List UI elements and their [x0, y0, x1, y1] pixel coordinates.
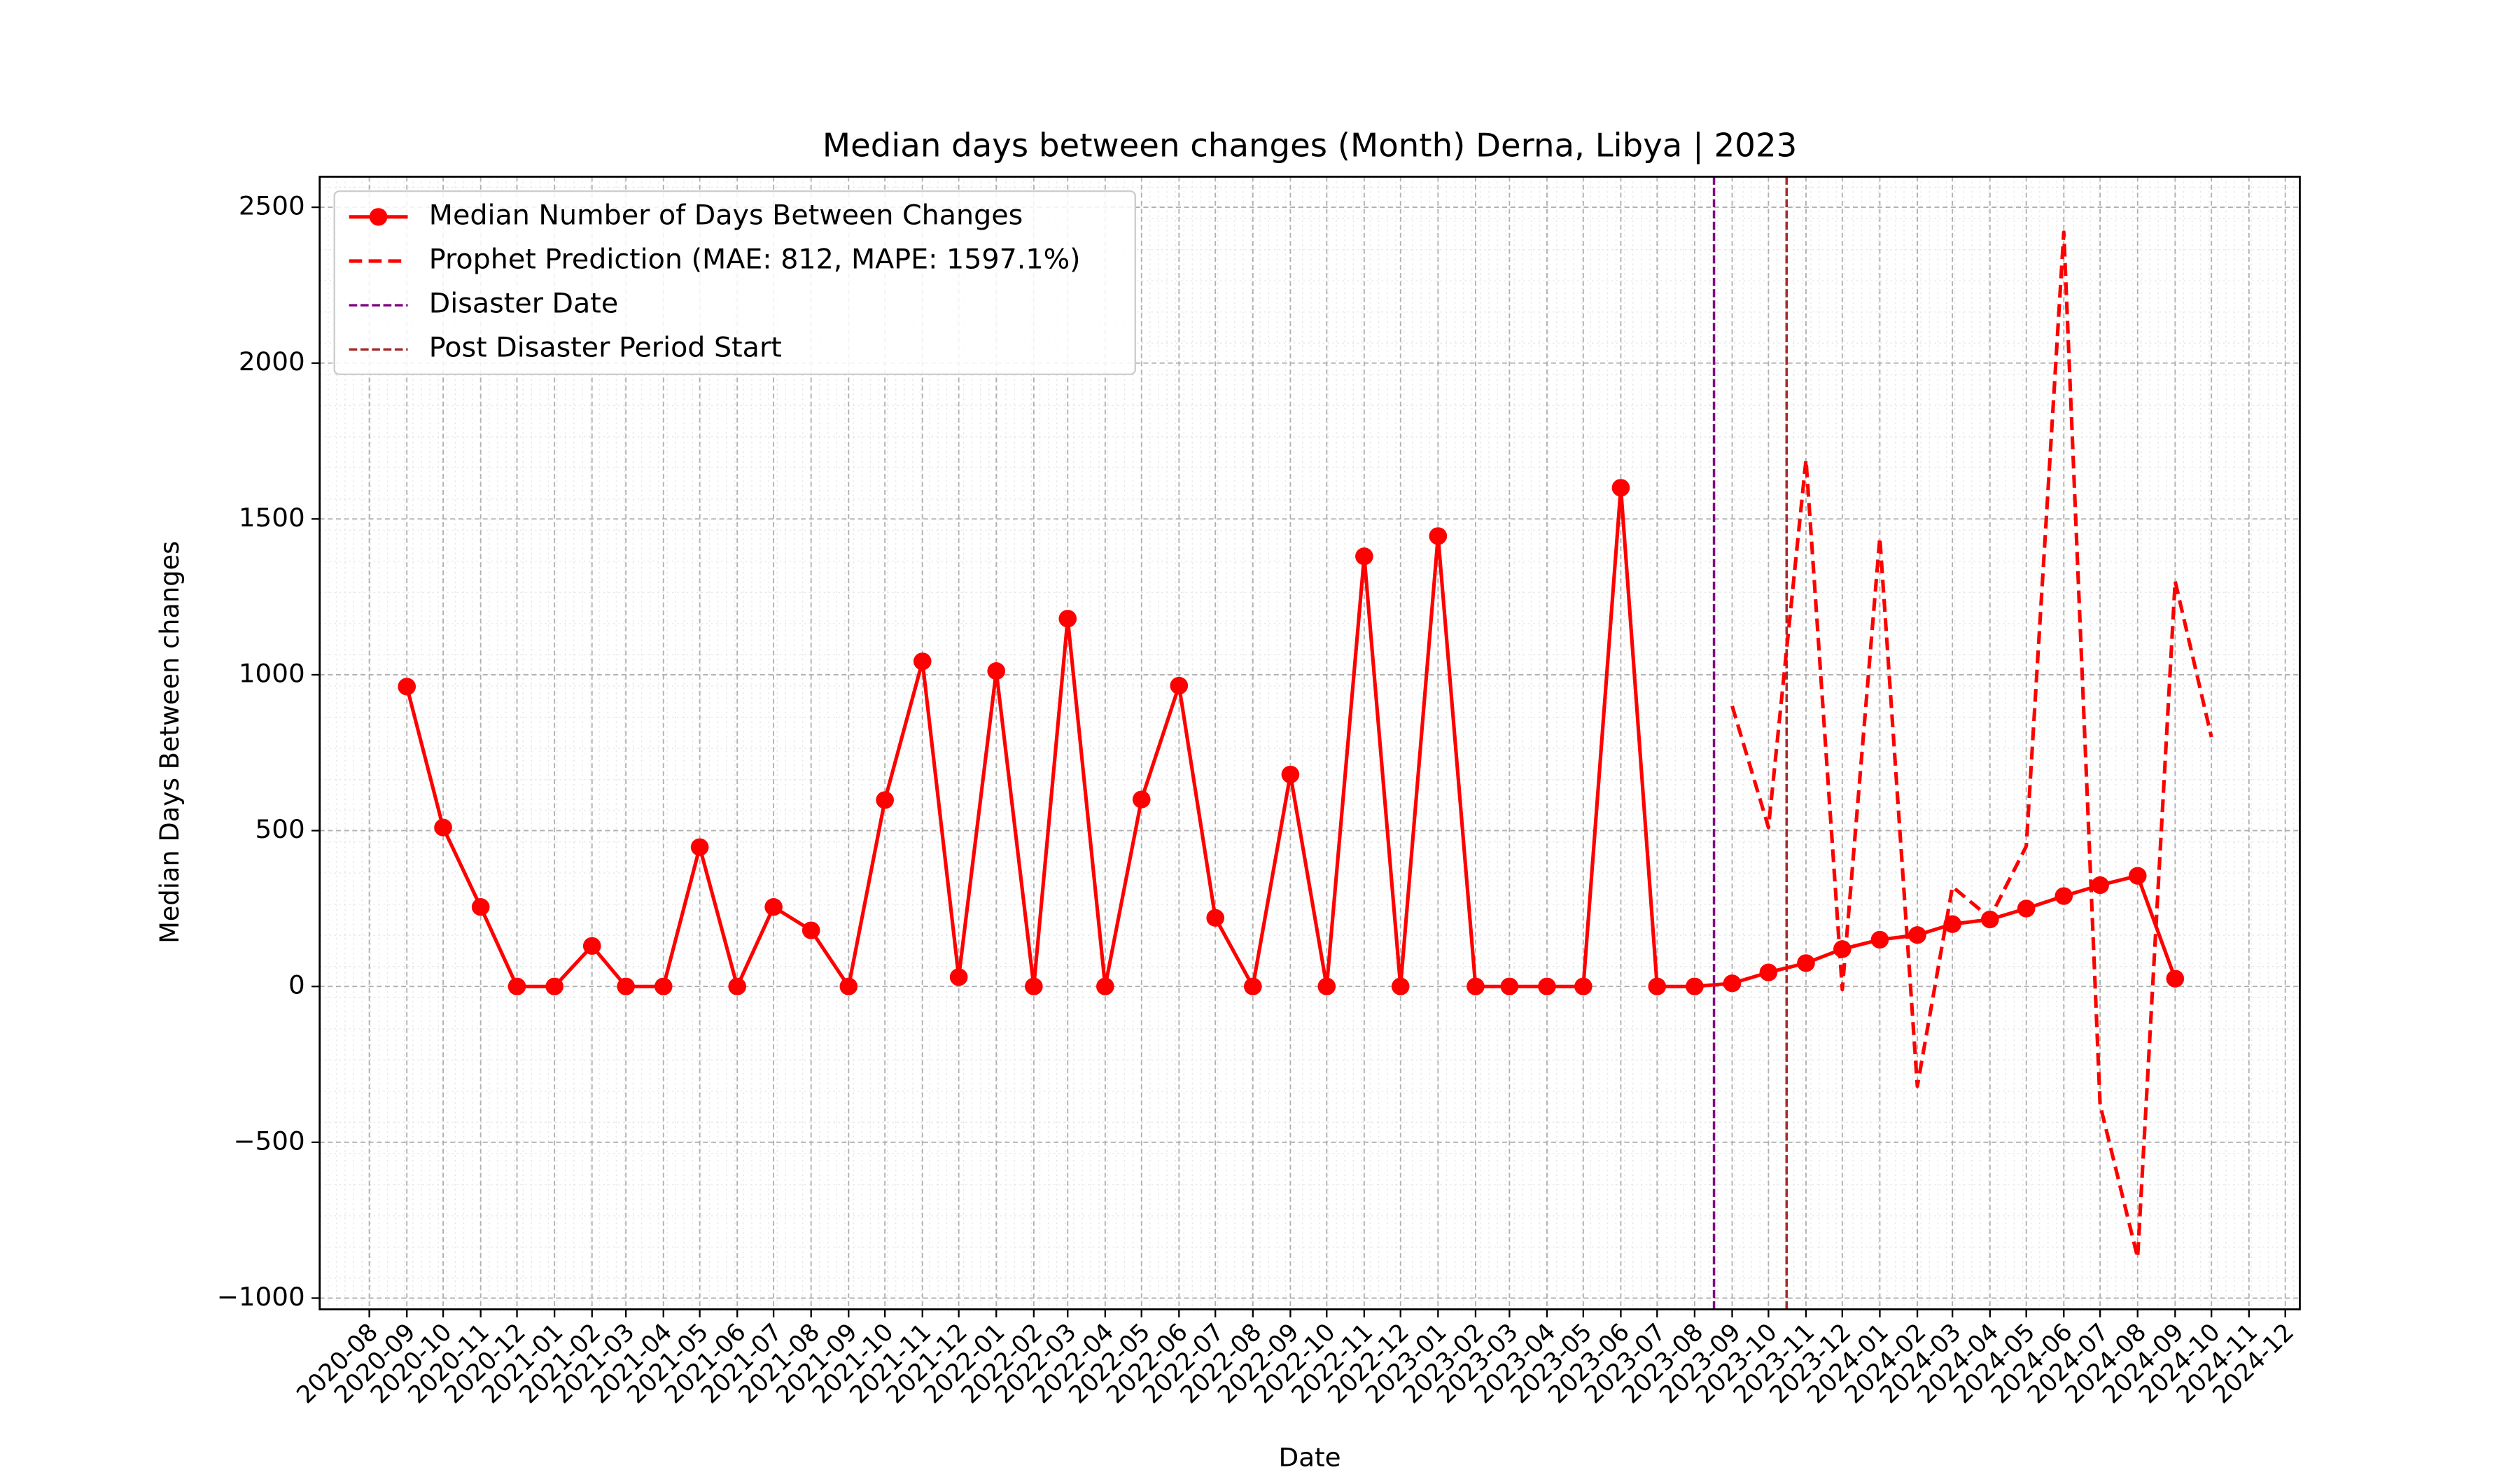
y-tick-label: 0 [288, 970, 305, 1000]
data-point [690, 838, 709, 856]
legend-box [333, 190, 1136, 375]
legend: Median Number of Days Between Changes Pro… [333, 190, 1136, 375]
data-point [1355, 547, 1373, 566]
data-point [434, 818, 452, 836]
y-tick-label: 2000 [239, 346, 305, 377]
chart-title: Median days between changes (Month) Dern… [822, 127, 1797, 165]
y-tick-label: 1000 [239, 659, 305, 689]
data-point [1281, 765, 1300, 784]
data-point [1686, 977, 1704, 995]
data-point [1025, 977, 1043, 995]
data-point [1574, 977, 1592, 995]
data-point [1466, 977, 1485, 995]
data-point [1759, 963, 1778, 981]
data-point [1538, 977, 1556, 995]
data-point [1132, 790, 1151, 808]
data-point [1206, 909, 1225, 927]
data-point [398, 678, 416, 696]
y-tick-label: 1500 [239, 503, 305, 533]
legend-label: Prophet Prediction (MAE: 812, MAPE: 1597… [429, 244, 1081, 276]
data-point [728, 977, 747, 995]
data-point [802, 921, 820, 939]
data-point [1797, 954, 1815, 972]
data-point [764, 898, 783, 916]
y-tick-label: −1000 [217, 1282, 305, 1312]
series-line [1730, 230, 2213, 1260]
data-point [839, 977, 858, 995]
data-point [2128, 867, 2147, 885]
data-point [1429, 527, 1448, 545]
x-axis-label: Date [1279, 1443, 1341, 1470]
data-point [1648, 977, 1667, 995]
data-point [2054, 887, 2073, 905]
data-point [949, 968, 968, 986]
legend-label: Disaster Date [429, 288, 618, 320]
plot-frame [318, 176, 2301, 1310]
data-point [2091, 876, 2109, 895]
legend-label: Post Disaster Period Start [429, 332, 782, 364]
data-point [1723, 974, 1742, 993]
data-point [1170, 676, 1189, 695]
data-point [1058, 610, 1077, 628]
data-point [1870, 930, 1889, 949]
y-tick-label: 2500 [239, 191, 305, 221]
data-point [654, 977, 673, 995]
data-point [913, 652, 932, 671]
y-tick-label: 500 [255, 814, 305, 844]
data-point [2166, 969, 2185, 988]
data-point [471, 898, 490, 916]
data-point [1243, 977, 1262, 995]
data-point [2017, 899, 2036, 918]
data-point [1317, 977, 1336, 995]
data-point [1500, 977, 1519, 995]
data-point [1833, 940, 1851, 958]
data-point [545, 977, 564, 995]
data-point [1096, 977, 1114, 995]
y-tick-label: −500 [233, 1126, 304, 1156]
data-point [876, 791, 894, 809]
y-axis-label: Median Days Between changes [155, 541, 185, 944]
legend-label: Median Number of Days Between Changes [429, 200, 1023, 232]
data-point [617, 977, 635, 995]
legend-marker [369, 208, 388, 226]
data-point [1391, 977, 1410, 995]
data-point [1611, 479, 1630, 497]
data-point [1908, 926, 1926, 944]
data-point [582, 937, 601, 955]
data-point [987, 662, 1006, 680]
data-point [507, 977, 526, 995]
